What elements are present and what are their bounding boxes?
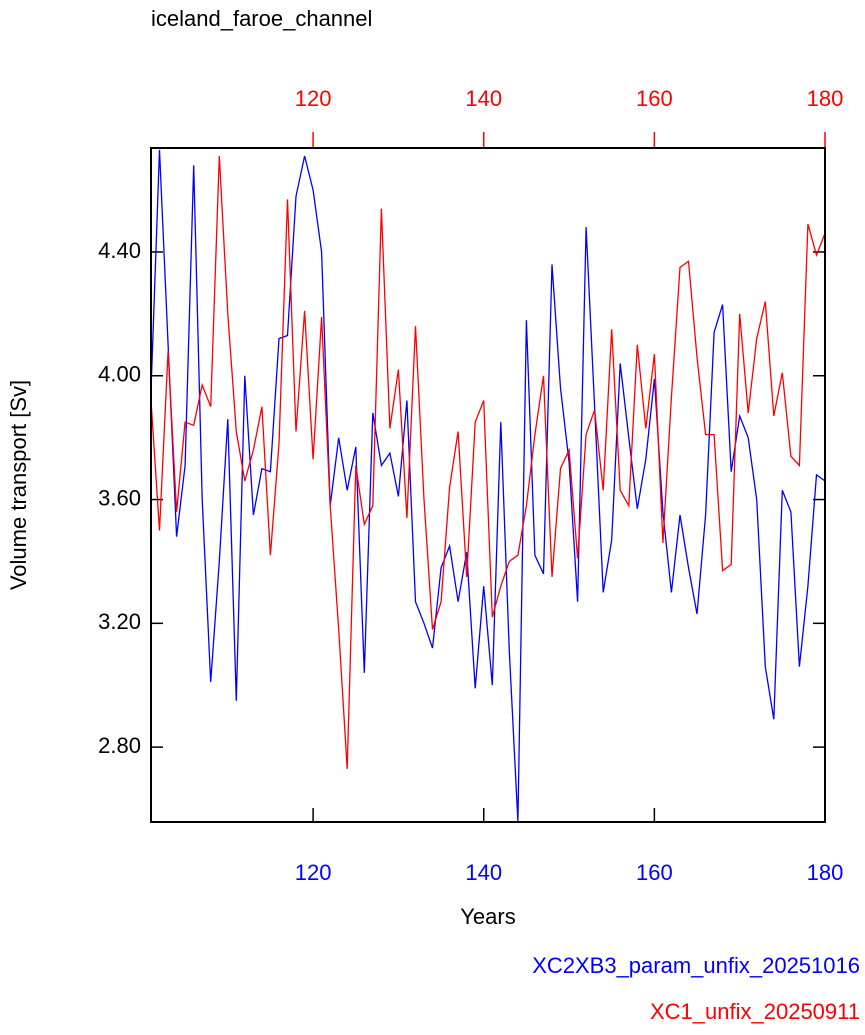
x-tick-label: 180 — [807, 860, 844, 885]
x-tick-label: 160 — [636, 860, 673, 885]
data-line — [150, 155, 826, 769]
y-tick-label: 3.20 — [98, 609, 141, 634]
legend-entry: XC2XB3_param_unfix_20251016 — [532, 953, 860, 978]
plot-frame — [150, 147, 826, 823]
x2-tick-label: 120 — [295, 86, 332, 111]
y-tick-label: 4.00 — [98, 362, 141, 387]
x2-tick-label: 160 — [636, 86, 673, 111]
x2-tick-label: 180 — [807, 86, 844, 111]
x-tick-label: 140 — [465, 860, 502, 885]
x2-tick-label: 140 — [465, 86, 502, 111]
y-tick-label: 4.40 — [98, 238, 141, 263]
y-tick-label: 2.80 — [98, 733, 141, 758]
x-axis-label: Years — [460, 904, 515, 929]
y-tick-label: 3.60 — [98, 485, 141, 510]
legend-entry: XC1_unfix_20250911 — [650, 999, 860, 1024]
chart-title: iceland_faroe_channel — [151, 6, 372, 31]
y-axis-label: Volume transport [Sv] — [6, 380, 31, 590]
data-line — [150, 149, 826, 822]
x-tick-label: 120 — [295, 860, 332, 885]
